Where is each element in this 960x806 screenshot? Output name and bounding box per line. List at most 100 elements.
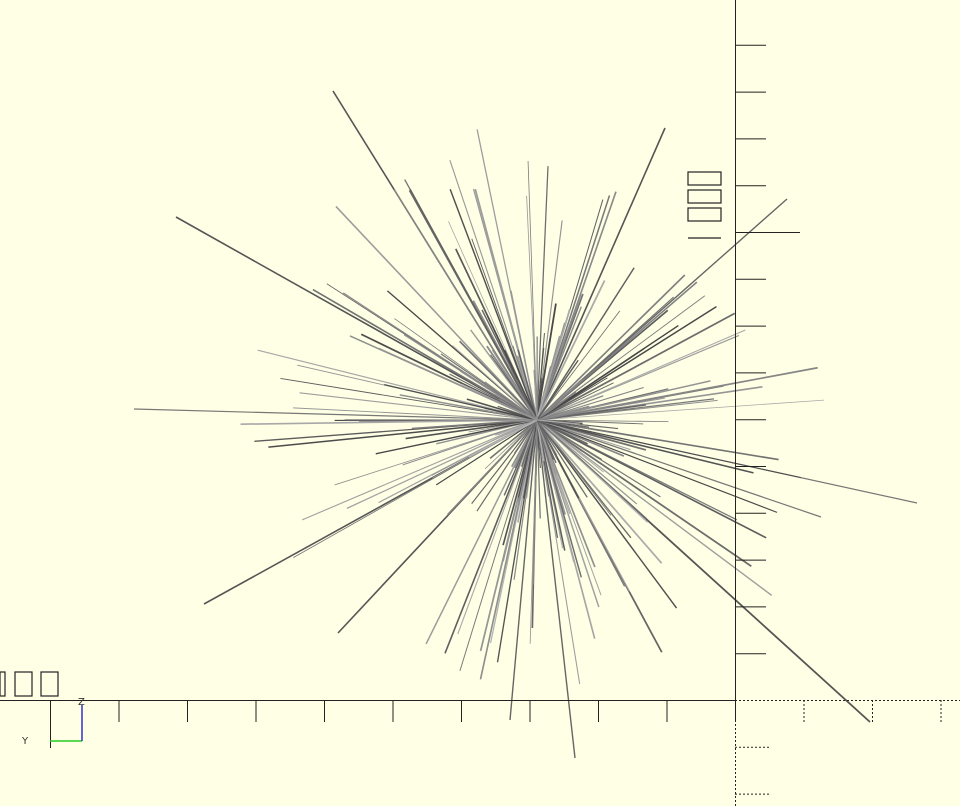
ray — [517, 349, 538, 421]
ray — [536, 347, 645, 421]
ray — [425, 419, 538, 645]
ray — [526, 195, 538, 421]
ray — [536, 191, 617, 421]
ray — [301, 419, 538, 521]
ray — [536, 419, 663, 564]
scale-labels — [0, 171, 722, 697]
ray — [536, 419, 754, 474]
ray — [536, 280, 606, 421]
z-axis-label: Z — [78, 697, 85, 708]
ray — [346, 419, 538, 509]
ray — [536, 419, 801, 479]
ray — [449, 188, 538, 421]
ray — [536, 419, 582, 578]
y-axis-label: Y — [21, 736, 29, 747]
ray — [536, 419, 678, 609]
ray — [536, 377, 608, 421]
ray — [375, 419, 538, 455]
ray — [503, 419, 538, 496]
ray — [510, 419, 538, 468]
ray — [536, 399, 825, 421]
ray — [527, 160, 538, 421]
ray — [342, 292, 538, 421]
ray — [536, 366, 818, 421]
ray — [536, 166, 549, 421]
ray — [240, 419, 538, 426]
ray — [335, 205, 538, 421]
ray — [536, 419, 557, 464]
ray — [532, 419, 538, 585]
ray — [503, 349, 538, 421]
ray — [312, 288, 538, 421]
ray — [536, 419, 752, 568]
ray — [536, 419, 545, 462]
ray — [484, 407, 538, 421]
glyph-box — [40, 671, 59, 697]
ray — [536, 419, 612, 516]
ray — [454, 417, 538, 421]
ray — [471, 419, 538, 505]
ray — [175, 216, 538, 421]
ray — [536, 329, 746, 421]
ray — [536, 419, 566, 551]
ray — [536, 127, 666, 421]
ray — [411, 419, 538, 430]
ray — [409, 188, 538, 421]
ray — [536, 419, 661, 498]
ray — [457, 419, 538, 635]
ray — [510, 290, 538, 421]
ray — [468, 419, 538, 433]
ray — [393, 189, 538, 421]
ray — [536, 306, 717, 421]
ray — [536, 419, 541, 519]
ray — [405, 419, 538, 440]
glyph-box — [687, 207, 722, 222]
ray — [536, 419, 604, 473]
ray — [536, 303, 557, 421]
ray — [536, 419, 558, 475]
ray — [459, 419, 538, 672]
ray — [435, 419, 538, 486]
ray — [399, 394, 538, 421]
ray — [536, 419, 638, 505]
ray — [536, 419, 581, 425]
ray — [378, 347, 538, 421]
ray — [452, 345, 538, 421]
ray — [536, 419, 767, 539]
ray — [536, 419, 822, 518]
glyph-box — [0, 671, 6, 697]
ray — [536, 386, 644, 421]
ray-cluster — [133, 90, 918, 759]
ray — [293, 407, 538, 421]
ray — [479, 419, 538, 680]
ray — [468, 419, 538, 458]
ray — [449, 160, 538, 421]
ray — [536, 419, 669, 423]
ray — [268, 419, 538, 448]
ray — [476, 419, 538, 512]
ray — [536, 274, 686, 421]
glyph-box — [687, 189, 722, 204]
ray — [536, 380, 711, 421]
ray — [280, 377, 538, 421]
ray — [536, 267, 635, 421]
glyph-box — [687, 171, 722, 186]
ray — [536, 310, 621, 421]
ray — [536, 419, 631, 451]
ray — [536, 419, 773, 596]
ray — [334, 419, 538, 486]
ray — [536, 419, 576, 759]
ray — [509, 419, 538, 721]
ray — [536, 419, 644, 425]
ray — [502, 419, 538, 546]
ray — [257, 349, 538, 421]
ray — [536, 395, 604, 421]
ray — [459, 340, 538, 421]
ray — [536, 378, 583, 421]
ray — [536, 419, 588, 498]
ray — [447, 419, 538, 516]
axis-indicator: Y Z — [21, 697, 85, 747]
ray — [489, 419, 538, 459]
